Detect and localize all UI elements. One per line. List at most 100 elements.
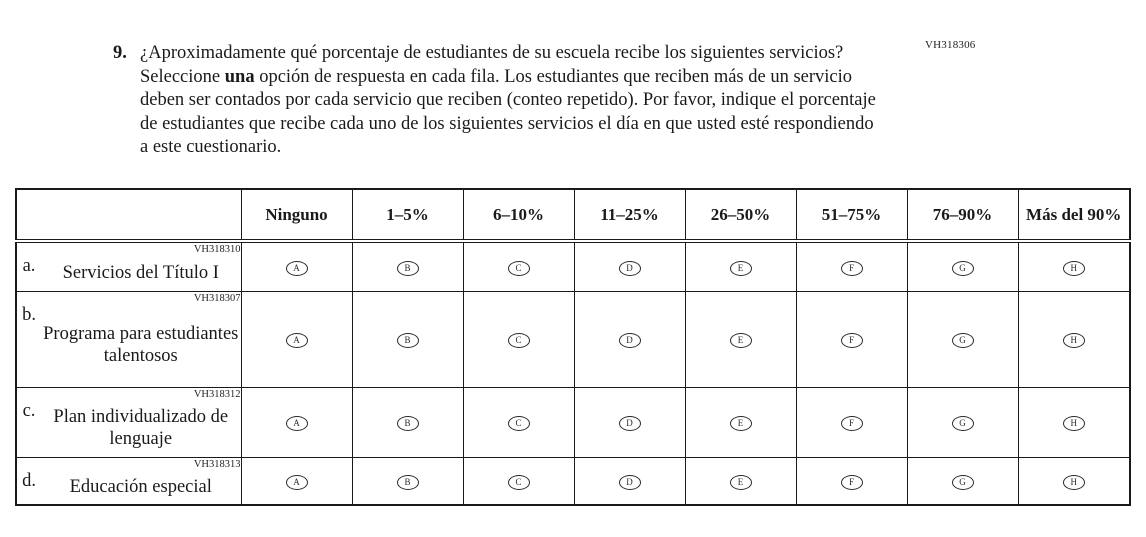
option-bubble-b[interactable]: B: [396, 474, 419, 490]
question-text: ¿Aproximadamente qué porcentaje de estud…: [140, 42, 878, 160]
row-label-cell: VH318307 b. Programa para estudiantes ta…: [15, 290, 242, 388]
option-cell: H: [1017, 290, 1131, 388]
row-letter: d.: [22, 470, 36, 491]
table-row-servicios-titulo-i: VH318310 a. Servicios del Título I A B C…: [15, 240, 1131, 292]
header-row: Ninguno 1–5% 6–10% 11–25% 26–50% 51–75% …: [15, 188, 1131, 243]
option-bubble-c[interactable]: C: [507, 416, 530, 431]
table-row-educacion-especial: VH318313 d. Educación especial A B C D E…: [15, 456, 1131, 506]
question-text-part1: ¿Aproximadamente qué porcentaje de estud…: [140, 43, 844, 87]
option-bubble-e[interactable]: E: [729, 260, 752, 276]
option-bubble-h[interactable]: H: [1062, 333, 1085, 348]
question-text-part2: opción de respuesta en cada fila. Los es…: [140, 66, 876, 158]
option-cell: C: [462, 240, 575, 292]
option-bubble-e[interactable]: E: [729, 474, 752, 490]
option-bubble-g[interactable]: G: [951, 474, 974, 490]
row-letter: a.: [22, 256, 36, 276]
row-letter: c.: [22, 400, 36, 421]
option-bubble-h[interactable]: H: [1062, 474, 1085, 490]
option-cell: G: [906, 456, 1019, 506]
option-bubble-e[interactable]: E: [729, 333, 752, 348]
option-bubble-a[interactable]: A: [285, 416, 308, 431]
item-code: VH318310: [193, 244, 241, 255]
row-label-text: Servicios del Título I: [62, 262, 219, 283]
option-bubble-g[interactable]: G: [951, 333, 974, 348]
question-text-bold: una: [224, 66, 255, 87]
column-header-1-5: 1–5%: [351, 188, 464, 243]
row-label: b. Programa para estudiantes talentosos: [17, 305, 241, 387]
option-cell: G: [906, 240, 1019, 292]
option-bubble-a[interactable]: A: [285, 260, 308, 276]
option-cell: D: [573, 456, 686, 506]
option-bubble-b[interactable]: B: [396, 416, 419, 431]
option-bubble-b[interactable]: B: [396, 260, 419, 276]
option-bubble-a[interactable]: A: [285, 333, 308, 348]
option-bubble-f[interactable]: F: [840, 474, 863, 490]
option-cell: F: [795, 386, 908, 458]
option-cell: F: [795, 456, 908, 506]
option-cell: H: [1017, 456, 1131, 506]
option-cell: G: [906, 290, 1019, 388]
row-label-text: Plan individualizado de lenguaje: [53, 407, 229, 449]
option-bubble-b[interactable]: B: [396, 333, 419, 348]
table-row-programa-talentosos: VH318307 b. Programa para estudiantes ta…: [15, 290, 1131, 388]
option-cell: F: [795, 240, 908, 292]
option-cell: E: [684, 240, 797, 292]
option-bubble-f[interactable]: F: [840, 333, 863, 348]
option-bubble-a[interactable]: A: [285, 474, 308, 490]
option-cell: E: [684, 456, 797, 506]
row-label-text: Programa para estudiantes talentosos: [43, 324, 239, 366]
row-label-text: Educación especial: [69, 476, 212, 497]
option-cell: B: [351, 240, 464, 292]
row-label-cell: VH318310 a. Servicios del Título I: [15, 240, 242, 292]
column-header-26-50: 26–50%: [684, 188, 797, 243]
option-cell: B: [351, 386, 464, 458]
option-bubble-h[interactable]: H: [1062, 260, 1085, 276]
option-bubble-g[interactable]: G: [951, 416, 974, 431]
option-cell: D: [573, 290, 686, 388]
row-label-cell: VH318313 d. Educación especial: [15, 456, 242, 506]
option-cell: E: [684, 386, 797, 458]
question-block: 9. ¿Aproximadamente qué porcentaje de es…: [113, 42, 883, 160]
column-header-6-10: 6–10%: [462, 188, 575, 243]
column-header-mas-del-90: Más del 90%: [1017, 188, 1131, 243]
option-bubble-c[interactable]: C: [507, 333, 530, 348]
table-row-plan-lenguaje: VH318312 c. Plan individualizado de leng…: [15, 386, 1131, 458]
option-bubble-c[interactable]: C: [507, 474, 530, 490]
option-cell: C: [462, 290, 575, 388]
row-letter: b.: [22, 304, 36, 325]
item-code: VH318312: [193, 388, 241, 400]
option-bubble-c[interactable]: C: [507, 260, 530, 276]
question-code: VH318306: [925, 39, 976, 51]
option-bubble-h[interactable]: H: [1062, 416, 1085, 431]
option-cell: C: [462, 386, 575, 458]
option-bubble-d[interactable]: D: [618, 416, 641, 431]
column-header-ninguno: Ninguno: [240, 188, 353, 243]
column-header-51-75: 51–75%: [795, 188, 908, 243]
option-bubble-g[interactable]: G: [951, 260, 974, 276]
option-cell: B: [351, 290, 464, 388]
row-label: d. Educación especial: [17, 471, 241, 505]
option-bubble-f[interactable]: F: [840, 260, 863, 276]
option-cell: H: [1017, 240, 1131, 292]
option-cell: D: [573, 240, 686, 292]
option-cell: A: [240, 456, 353, 506]
option-bubble-d[interactable]: D: [618, 260, 641, 276]
row-label: c. Plan individualizado de lenguaje: [17, 401, 241, 457]
option-cell: C: [462, 456, 575, 506]
option-bubble-e[interactable]: E: [729, 416, 752, 431]
question-number: 9.: [113, 43, 127, 63]
column-header-76-90: 76–90%: [906, 188, 1019, 243]
item-code: VH318313: [193, 458, 241, 470]
option-cell: E: [684, 290, 797, 388]
response-table: Ninguno 1–5% 6–10% 11–25% 26–50% 51–75% …: [15, 188, 1131, 506]
option-bubble-f[interactable]: F: [840, 416, 863, 431]
option-cell: F: [795, 290, 908, 388]
option-cell: H: [1017, 386, 1131, 458]
option-cell: A: [240, 290, 353, 388]
option-bubble-d[interactable]: D: [618, 333, 641, 348]
option-cell: D: [573, 386, 686, 458]
row-label-cell: VH318312 c. Plan individualizado de leng…: [15, 386, 242, 458]
option-cell: A: [240, 240, 353, 292]
option-bubble-d[interactable]: D: [618, 474, 641, 490]
